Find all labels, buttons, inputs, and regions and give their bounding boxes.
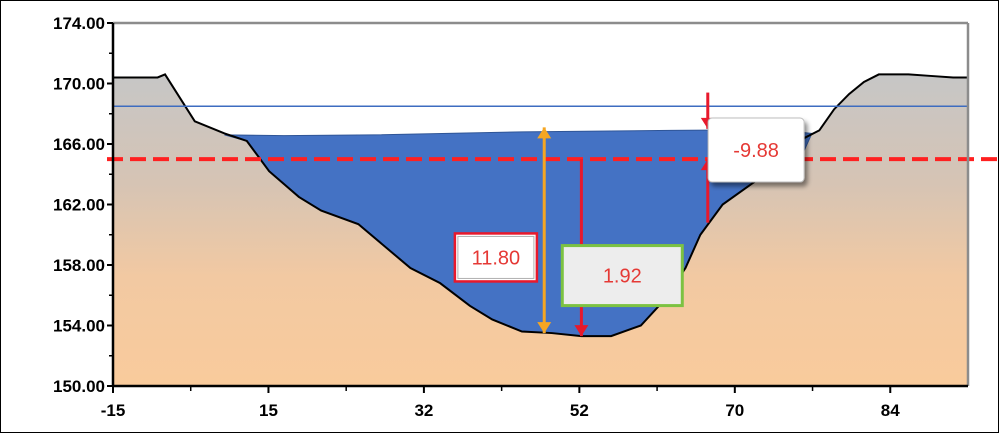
x-tick-label: 70 bbox=[725, 401, 744, 420]
x-tick-label: -15 bbox=[101, 401, 126, 420]
callout-label: 1.92 bbox=[603, 266, 642, 288]
callout-label: 11.80 bbox=[472, 247, 521, 269]
callout-1.92: 1.92 bbox=[560, 244, 684, 308]
arrow-head bbox=[574, 325, 589, 337]
y-tick-label: 154.00 bbox=[53, 317, 105, 336]
ground-fill bbox=[113, 74, 968, 387]
arrow-head bbox=[537, 127, 552, 139]
x-tick-label: 52 bbox=[570, 401, 589, 420]
y-tick-label: 150.00 bbox=[53, 377, 105, 396]
y-tick-label: 162.00 bbox=[53, 196, 105, 215]
callout-box bbox=[707, 117, 805, 183]
callout-box bbox=[560, 244, 684, 308]
y-tick-label: 166.00 bbox=[53, 135, 105, 154]
x-tick-label: 15 bbox=[259, 401, 278, 420]
callout-label: -9.88 bbox=[733, 140, 779, 162]
callout--9.88: -9.88 bbox=[707, 117, 805, 183]
x-tick-label: 32 bbox=[414, 401, 433, 420]
y-tick-label: 158.00 bbox=[53, 256, 105, 275]
x-tick-label: 84 bbox=[881, 401, 900, 420]
arrow-head bbox=[537, 322, 552, 334]
y-tick-label: 170.00 bbox=[53, 75, 105, 94]
y-tick-label: 174.00 bbox=[53, 14, 105, 33]
callout-11.80: 11.80 bbox=[453, 232, 539, 283]
terrain-line bbox=[113, 73, 968, 338]
callout-inner bbox=[457, 235, 535, 279]
